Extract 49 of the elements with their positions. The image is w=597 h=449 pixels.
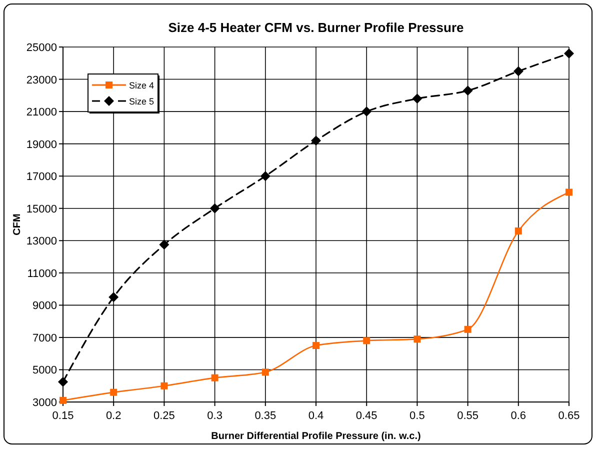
point [160, 382, 168, 390]
x-axis-title: Burner Differential Profile Pressure (in. w.c.) [211, 431, 421, 442]
x-tick-label: 0.65 [558, 410, 580, 422]
point [514, 227, 522, 234]
legend-label: Size 5 [129, 96, 154, 106]
x-tick-label: 0.25 [153, 410, 175, 422]
point [464, 326, 472, 333]
x-tick-label: 0.2 [106, 410, 122, 422]
point [210, 203, 220, 214]
point [159, 240, 170, 250]
x-tick-label: 0.5 [410, 410, 425, 422]
point [412, 94, 422, 104]
y-tick-label: 23000 [26, 74, 57, 86]
x-tick-label: 0.45 [356, 410, 378, 422]
legend-label: Size 4 [129, 80, 154, 90]
y-tick-label: 17000 [26, 171, 57, 184]
y-tick-label: 13000 [26, 236, 57, 248]
x-tick-label: 0.3 [207, 410, 222, 422]
point [311, 136, 321, 146]
point [363, 337, 370, 344]
y-tick-label: 19000 [26, 138, 57, 151]
x-tick-label: 0.6 [510, 410, 526, 422]
y-tick-label: 7000 [32, 332, 57, 344]
y-tick-label: 9000 [32, 300, 57, 312]
point [262, 368, 269, 376]
point [564, 48, 574, 58]
y-axis-title: CFM [12, 214, 23, 236]
x-tick-label: 0.55 [457, 410, 479, 422]
x-tick-label: 0.35 [254, 410, 276, 422]
y-tick-label: 21000 [26, 106, 57, 119]
point [110, 388, 118, 396]
point [108, 292, 119, 302]
point [211, 374, 218, 382]
point [312, 342, 320, 350]
y-tick-label: 11000 [27, 268, 57, 280]
y-tick-label: 5000 [32, 364, 57, 377]
x-tick-label: 0.15 [52, 410, 74, 422]
point [362, 106, 372, 117]
point [414, 336, 421, 343]
y-tick-label: 3000 [32, 397, 57, 409]
point [462, 86, 473, 96]
point [58, 376, 68, 387]
x-tick-label: 0.4 [308, 410, 324, 422]
point [513, 66, 524, 76]
chart-title: Size 4-5 Heater CFM vs. Burner Profile Pressure [168, 20, 464, 35]
point [260, 171, 270, 182]
y-tick-label: 25000 [26, 42, 57, 54]
y-tick-label: 15000 [26, 203, 57, 216]
point [566, 188, 572, 196]
